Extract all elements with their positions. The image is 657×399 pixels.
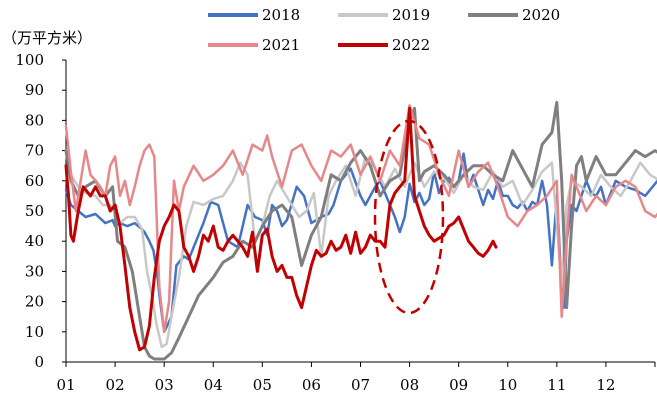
x-tick-label: 08 — [400, 376, 419, 394]
legend: 2018 2019 2020 2021 2022 — [208, 6, 560, 54]
y-tick-label: 80 — [25, 111, 44, 129]
series-line-2020 — [64, 100, 657, 361]
legend-label-2022: 2022 — [392, 36, 430, 54]
x-tick-label: 10 — [498, 376, 517, 394]
y-tick-label: 70 — [25, 142, 44, 160]
y-tick-label: 60 — [25, 172, 44, 190]
series-line-2018 — [64, 152, 657, 334]
x-tick-label: 07 — [351, 376, 370, 394]
y-tick-label: 10 — [25, 323, 44, 341]
x-tick-label: 05 — [253, 376, 272, 394]
y-tick-label: 100 — [15, 51, 44, 69]
x-tick-label: 12 — [596, 376, 615, 394]
series-layer — [64, 100, 657, 361]
x-tick-label: 03 — [155, 376, 174, 394]
x-tick-label: 04 — [204, 376, 223, 394]
y-axis-unit-label: （万平方米） — [2, 29, 92, 47]
y-tick-label: 90 — [25, 81, 44, 99]
y-tick-label: 30 — [25, 262, 44, 280]
legend-label-2018: 2018 — [262, 6, 300, 24]
series-line-2021 — [64, 104, 657, 334]
x-tick-label: 09 — [449, 376, 468, 394]
x-tick-label: 02 — [106, 376, 125, 394]
y-tick-label: 0 — [34, 353, 44, 371]
legend-label-2019: 2019 — [392, 6, 430, 24]
y-tick-label: 50 — [25, 202, 44, 220]
x-tick-label: 06 — [302, 376, 321, 394]
x-axis: 01 02 03 04 05 06 07 08 09 10 11 12 — [56, 361, 656, 394]
y-tick-label: 40 — [25, 232, 44, 250]
y-axis: 0 10 20 30 40 50 60 70 80 90 100 — [15, 51, 67, 371]
x-tick-label: 01 — [56, 376, 75, 394]
legend-label-2020: 2020 — [522, 6, 560, 24]
legend-label-2021: 2021 — [262, 36, 300, 54]
series-line-2019 — [64, 155, 657, 349]
y-tick-label: 20 — [25, 293, 44, 311]
x-tick-label: 11 — [547, 376, 566, 394]
highlight-ellipse — [373, 119, 445, 315]
series-line-2022 — [64, 106, 498, 352]
